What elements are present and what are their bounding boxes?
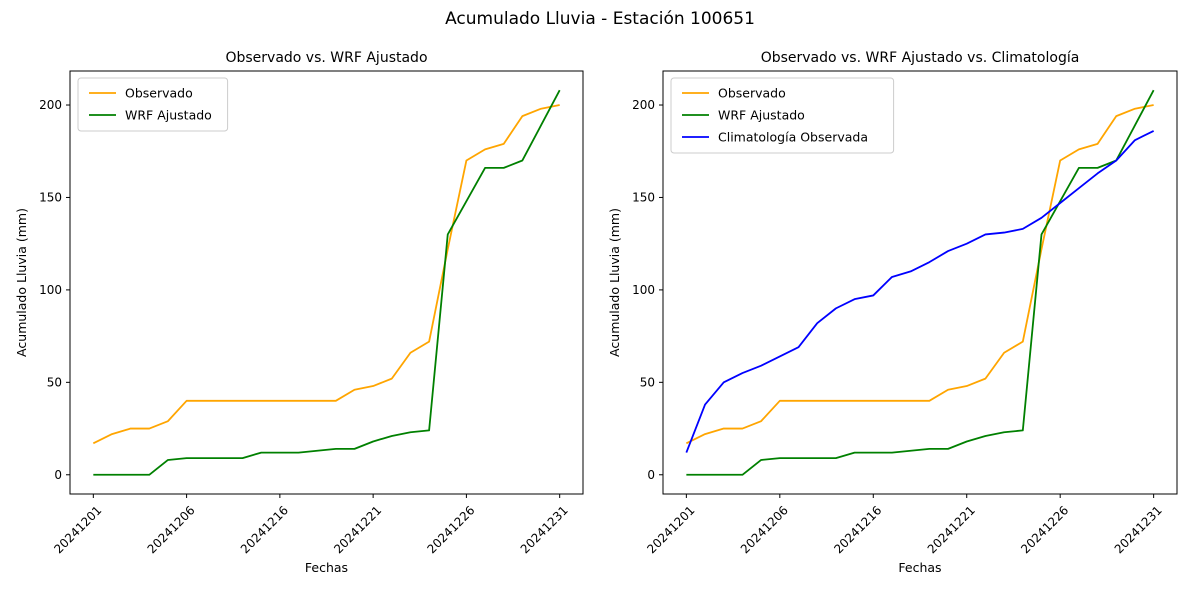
x-tick-label: 20241221 bbox=[925, 503, 978, 556]
x-tick-label: 20241231 bbox=[1112, 503, 1165, 556]
y-tick-label: 0 bbox=[647, 468, 655, 482]
chart-line-wrf-ajustado bbox=[93, 89, 561, 476]
plot-border bbox=[69, 70, 584, 495]
y-tick-label: 100 bbox=[632, 283, 655, 297]
y-tick-label: 0 bbox=[54, 468, 62, 482]
legend-label-wrf-ajustado: WRF Ajustado bbox=[125, 108, 212, 123]
x-tick-label: 20241216 bbox=[238, 503, 291, 556]
x-tick-label: 20241226 bbox=[424, 503, 477, 556]
chart-canvas: Observado vs. WRF Ajustado 0 50 100 150 200 20… bbox=[14, 50, 584, 575]
x-axis-label: Fechas bbox=[305, 560, 348, 575]
y-tick-label: 200 bbox=[39, 98, 62, 112]
legend-label-wrf-ajustado: WRF Ajustado bbox=[718, 108, 805, 123]
legend-box bbox=[77, 77, 229, 132]
x-tick-label: 20241206 bbox=[145, 503, 198, 556]
chart-line-observado bbox=[685, 104, 1154, 445]
x-axis-label: Fechas bbox=[898, 560, 941, 575]
y-tick-label: 150 bbox=[632, 190, 655, 204]
y-tick-label: 50 bbox=[640, 375, 655, 389]
legend-label-observado: Observado bbox=[718, 86, 786, 101]
legend-label-observado: Observado bbox=[125, 86, 193, 101]
chart-canvas: Observado vs. WRF Ajustado vs. Climatolo… bbox=[607, 50, 1178, 575]
y-tick-label: 100 bbox=[39, 283, 62, 297]
x-tick-label: 20241201 bbox=[644, 503, 697, 556]
legend: Observado WRF Ajustado bbox=[77, 77, 229, 132]
plot-border bbox=[662, 70, 1178, 495]
figure-title: Acumulado Lluvia - Estación 100651 bbox=[445, 9, 755, 29]
chart-line-observado bbox=[92, 104, 560, 445]
y-tick-label: 200 bbox=[632, 98, 655, 112]
subplot-title: Observado vs. WRF Ajustado vs. Climatolo… bbox=[761, 50, 1080, 66]
legend-label-climatologia-observada: Climatología Observada bbox=[718, 130, 868, 145]
x-tick-label: 20241221 bbox=[331, 503, 384, 556]
subplot-observado-wrf-climatologia: Observado vs. WRF Ajustado vs. Climatolo… bbox=[600, 0, 1200, 600]
subplot-title: Observado vs. WRF Ajustado bbox=[225, 50, 427, 66]
y-tick-label: 150 bbox=[39, 190, 62, 204]
chart-line-climatologia-observada bbox=[685, 130, 1155, 453]
legend-box bbox=[670, 77, 895, 154]
y-axis-label: Acumulado Lluvia (mm) bbox=[607, 208, 622, 357]
subplot-observado-wrf: Observado vs. WRF Ajustado 0 50 100 150 200 20… bbox=[14, 50, 584, 575]
x-tick-label: 20241216 bbox=[831, 503, 884, 556]
x-tick-label: 20241206 bbox=[738, 503, 791, 556]
x-tick-label: 20241226 bbox=[1018, 503, 1071, 556]
y-tick-label: 50 bbox=[47, 375, 62, 389]
legend: Observado WRF Ajustado Climatología Observ… bbox=[670, 77, 895, 154]
y-axis-label: Acumulado Lluvia (mm) bbox=[14, 208, 29, 357]
x-tick-label: 20241231 bbox=[518, 503, 571, 556]
x-tick-label: 20241201 bbox=[51, 503, 104, 556]
chart-line-wrf-ajustado bbox=[686, 89, 1155, 476]
